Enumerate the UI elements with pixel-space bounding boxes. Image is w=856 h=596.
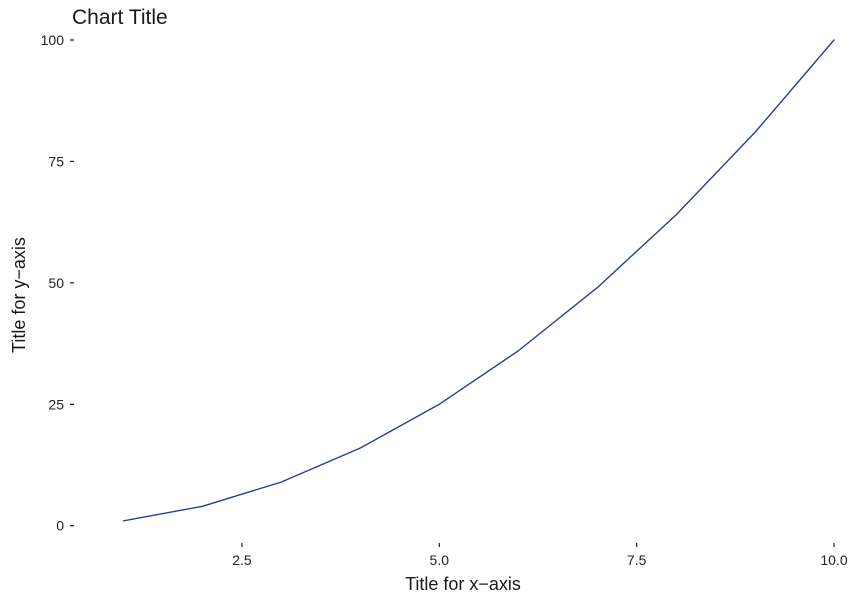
series-line — [122, 39, 835, 522]
x-axis-title: Title for x−axis — [405, 574, 521, 594]
y-axis: 0 25 50 75 100 — [41, 32, 74, 534]
y-tick-label: 25 — [48, 396, 64, 412]
x-axis: 2.5 5.0 7.5 10.0 — [232, 543, 848, 568]
y-tick-label: 100 — [41, 32, 65, 48]
chart-title: Chart Title — [72, 6, 168, 29]
x-tick-label: 7.5 — [627, 552, 647, 568]
plot-area — [122, 39, 835, 522]
y-tick-label: 0 — [56, 518, 64, 534]
y-tick-label: 50 — [48, 275, 64, 291]
x-tick-label: 5.0 — [430, 552, 450, 568]
x-tick-label: 2.5 — [232, 552, 252, 568]
y-tick-label: 75 — [48, 153, 64, 169]
y-axis-title: Title for y−axis — [9, 237, 29, 353]
x-tick-label: 10.0 — [820, 552, 847, 568]
